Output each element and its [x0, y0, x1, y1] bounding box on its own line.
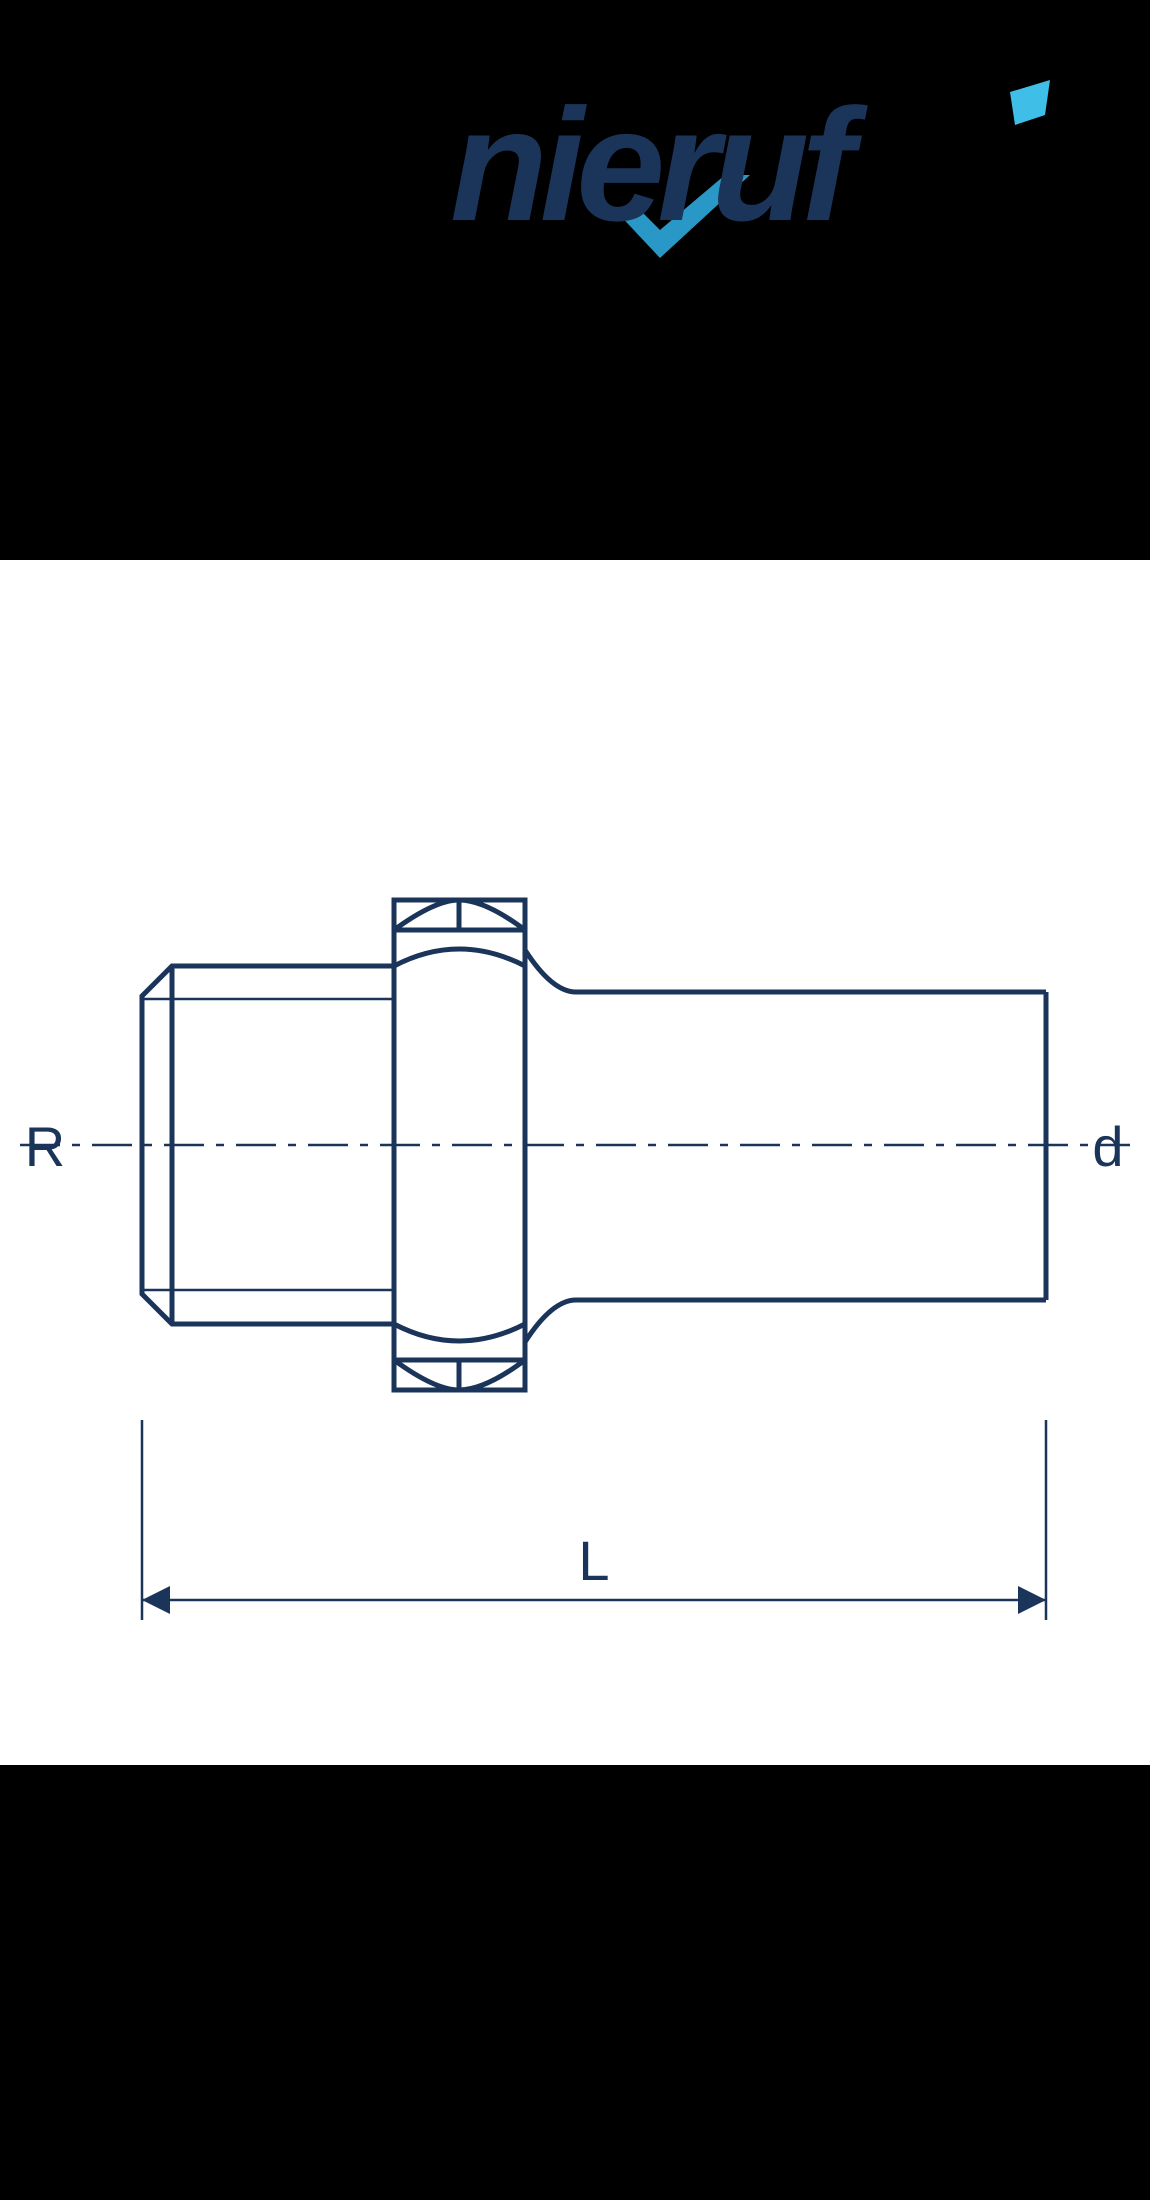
brand-logo: nieruf — [450, 80, 1070, 280]
label-L: L — [578, 1529, 609, 1592]
technical-drawing: R d L — [0, 560, 1150, 1765]
logo-svg: nieruf — [450, 80, 1070, 280]
label-d: d — [1092, 1115, 1123, 1178]
label-R: R — [25, 1115, 65, 1178]
logo-text: nieruf — [450, 80, 868, 254]
technical-drawing-panel: R d L — [0, 560, 1150, 1765]
